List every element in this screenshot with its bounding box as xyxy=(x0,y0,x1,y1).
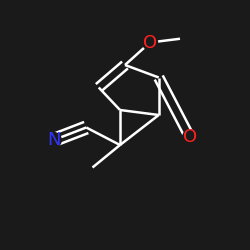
Circle shape xyxy=(46,132,61,148)
Circle shape xyxy=(182,130,198,145)
Circle shape xyxy=(142,35,158,50)
Text: O: O xyxy=(143,34,157,52)
Text: N: N xyxy=(47,131,60,149)
Text: O: O xyxy=(183,128,197,146)
